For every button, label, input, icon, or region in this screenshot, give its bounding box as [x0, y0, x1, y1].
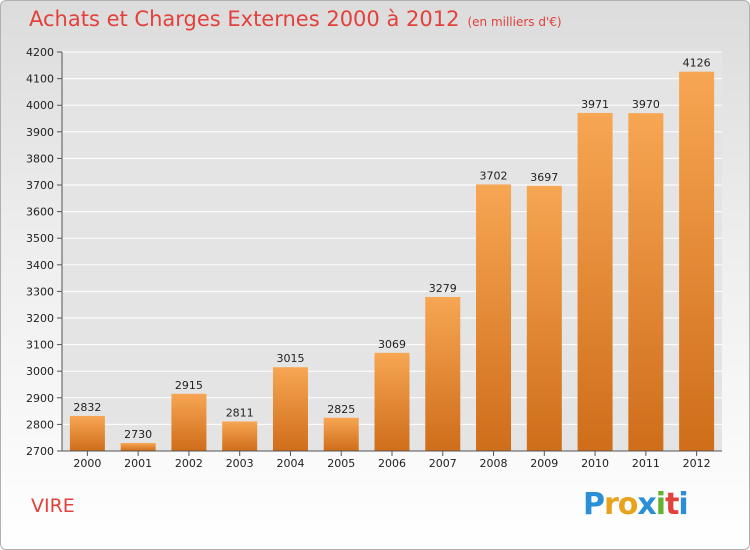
- axes: 2700 2800 2900 3000 3100 3200 3300 3400 3500 3600…: [26, 46, 722, 470]
- bar-2001: [120, 443, 156, 451]
- y-tick-label: 3100: [26, 339, 54, 352]
- x-tick-label-2000: 2000: [73, 457, 101, 470]
- x-tick-label-2001: 2001: [124, 457, 152, 470]
- data-label-2010: 3971: [581, 98, 609, 111]
- data-label-2011: 3970: [632, 98, 660, 111]
- data-label-2008: 3702: [480, 169, 508, 182]
- y-tick-label: 2700: [26, 445, 54, 458]
- bar-2009: [526, 185, 562, 451]
- bar-2002: [171, 393, 207, 451]
- bar-2008: [476, 184, 512, 451]
- data-label-2009: 3697: [530, 171, 558, 184]
- x-tick-label-2011: 2011: [632, 457, 660, 470]
- place-name: VIRE: [31, 495, 75, 517]
- data-label-2007: 3279: [429, 282, 457, 295]
- y-tick-label: 3400: [26, 259, 54, 272]
- logo-letter: x: [637, 487, 656, 522]
- y-tick-label: 3300: [26, 285, 54, 298]
- y-tick-label: 4100: [26, 73, 54, 86]
- bar-2007: [425, 296, 461, 451]
- logo-letter: t: [665, 487, 679, 522]
- data-labels: 2832 2730 2915 2811 3015 2825 3069 3279 3702 3697…: [73, 57, 710, 441]
- bar-2000: [69, 415, 105, 451]
- x-tick-label-2006: 2006: [378, 457, 406, 470]
- data-label-2006: 3069: [378, 338, 406, 351]
- x-tick-label-2004: 2004: [276, 457, 304, 470]
- bar-2012: [679, 71, 715, 452]
- data-label-2005: 2825: [327, 403, 355, 416]
- y-tick-label: 4000: [26, 99, 54, 112]
- bars: [69, 71, 715, 452]
- y-tick-label: 3900: [26, 126, 54, 139]
- bar-2011: [628, 113, 664, 452]
- data-label-2003: 2811: [226, 406, 254, 419]
- logo-letter: r: [604, 487, 619, 522]
- x-tick-label-2009: 2009: [530, 457, 558, 470]
- logo-letter: i: [655, 487, 666, 522]
- bar-2003: [222, 421, 258, 451]
- x-tick-label-2008: 2008: [480, 457, 508, 470]
- data-label-2004: 3015: [276, 352, 304, 365]
- y-tick-label: 3200: [26, 312, 54, 325]
- logo-letter: o: [617, 487, 639, 522]
- x-tick-label-2007: 2007: [429, 457, 457, 470]
- y-tick-label: 2800: [26, 418, 54, 431]
- chart-title: Achats et Charges Externes 2000 à 2012 (e…: [29, 7, 562, 31]
- data-label-2000: 2832: [73, 401, 101, 414]
- data-label-2012: 4126: [683, 57, 711, 70]
- x-tick-label-2002: 2002: [175, 457, 203, 470]
- logo-letter: P: [583, 487, 605, 522]
- unit-text: (en milliers d'€): [467, 15, 562, 29]
- x-tick-label-2005: 2005: [327, 457, 355, 470]
- title-text: Achats et Charges Externes 2000 à 2012: [29, 7, 460, 31]
- data-label-2001: 2730: [124, 428, 152, 441]
- y-tick-label: 3000: [26, 365, 54, 378]
- y-tick-label: 4200: [26, 46, 54, 59]
- y-tick-label: 3500: [26, 232, 54, 245]
- y-tick-label: 3600: [26, 206, 54, 219]
- bar-2010: [577, 112, 613, 451]
- y-tick-label: 2900: [26, 392, 54, 405]
- bar-2006: [374, 352, 410, 451]
- y-tick-label: 3700: [26, 179, 54, 192]
- proxiti-logo[interactable]: Proxiti: [583, 487, 689, 522]
- x-tick-label-2003: 2003: [226, 457, 254, 470]
- data-label-2002: 2915: [175, 379, 203, 392]
- bar-2005: [323, 417, 359, 451]
- logo-letter: i: [678, 487, 688, 522]
- bar-2004: [272, 367, 308, 451]
- x-tick-label-2012: 2012: [683, 457, 711, 470]
- y-tick-label: 3800: [26, 152, 54, 165]
- x-tick-label-2010: 2010: [581, 457, 609, 470]
